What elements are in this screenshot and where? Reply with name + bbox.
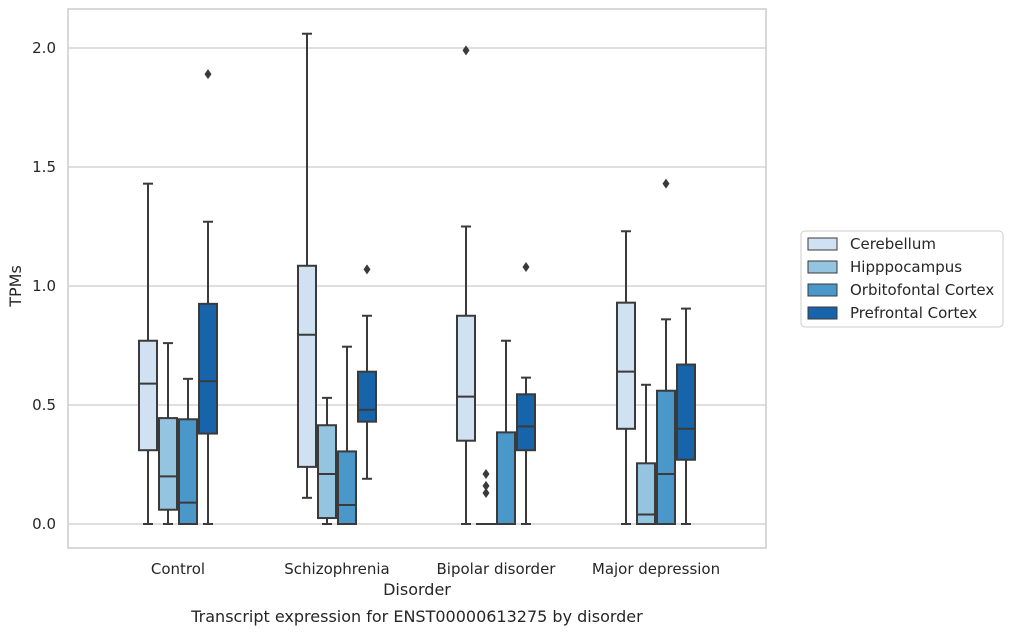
box-hipppocampus — [158, 342, 178, 525]
box-body — [496, 431, 516, 525]
x-tick-label: Bipolar disorder — [437, 560, 557, 578]
box-cerebellum — [616, 230, 636, 525]
box-body — [337, 450, 357, 525]
box-cerebellum — [297, 32, 317, 499]
box-body — [357, 370, 377, 423]
y-axis-ticks: 0.0 0.5 1.0 1.5 2.0 — [32, 39, 56, 533]
box-body — [516, 393, 536, 452]
box-hipppocampus — [317, 396, 337, 525]
y-tick-label: 2.0 — [32, 39, 56, 57]
x-axis-title: Disorder — [383, 580, 451, 599]
box-body — [656, 389, 676, 525]
x-axis-ticks: Control Schizophrenia Bipolar disorder Majo… — [151, 560, 720, 578]
box-body — [456, 314, 476, 442]
box-body — [138, 339, 158, 452]
box-prefrontal-cortex — [357, 264, 377, 480]
box-series — [138, 32, 696, 526]
box-hipppocampus — [636, 383, 656, 525]
legend-label: Orbitofontal Cortex — [850, 281, 994, 299]
x-tick-label: Major depression — [592, 560, 720, 578]
legend: Cerebellum Hipppocampus Orbitofontal Corte… — [800, 230, 1004, 328]
box-orbitofontal-cortex — [337, 345, 357, 525]
box-body — [198, 302, 218, 435]
outlier-point — [363, 264, 371, 275]
y-tick-label: 1.5 — [32, 158, 56, 176]
outlier-point — [204, 69, 212, 80]
box-body — [317, 424, 337, 520]
y-axis-title: TPMs — [6, 265, 25, 308]
y-tick-label: 0.5 — [32, 396, 56, 414]
box-body — [616, 301, 636, 430]
legend-frame — [800, 230, 1004, 328]
outlier-point — [482, 488, 490, 499]
outlier-point — [662, 178, 670, 189]
box-orbitofontal-cortex — [496, 339, 516, 525]
legend-label: Cerebellum — [850, 235, 936, 253]
box-cerebellum — [456, 45, 476, 525]
box-orbitofontal-cortex — [178, 377, 198, 525]
plot-border — [67, 8, 767, 549]
legend-label: Hipppocampus — [850, 258, 962, 276]
x-tick-label: Schizophrenia — [284, 560, 389, 578]
box-body — [676, 363, 696, 461]
box-body — [636, 462, 656, 525]
box-hipppocampus — [476, 469, 496, 526]
box-body — [158, 417, 178, 511]
outlier-point — [522, 261, 530, 272]
legend-swatch — [807, 283, 838, 297]
box-prefrontal-cortex — [676, 307, 696, 525]
outlier-point — [482, 469, 490, 480]
legend-label: Prefrontal Cortex — [850, 304, 977, 322]
box-orbitofontal-cortex — [656, 178, 676, 525]
box-prefrontal-cortex — [198, 69, 218, 525]
y-tick-label: 1.0 — [32, 277, 56, 295]
y-tick-label: 0.0 — [32, 515, 56, 533]
legend-swatch — [807, 237, 838, 251]
legend-swatch — [807, 260, 838, 274]
legend-swatch — [807, 306, 838, 320]
outlier-point — [482, 480, 490, 491]
outlier-point — [462, 45, 470, 56]
box-cerebellum — [138, 182, 158, 525]
box-prefrontal-cortex — [516, 261, 536, 525]
chart-caption: Transcript expression for ENST0000061327… — [190, 607, 643, 626]
box-body — [297, 264, 317, 468]
box-body — [178, 418, 198, 525]
plot-frame — [67, 8, 767, 549]
x-tick-label: Control — [151, 560, 205, 578]
